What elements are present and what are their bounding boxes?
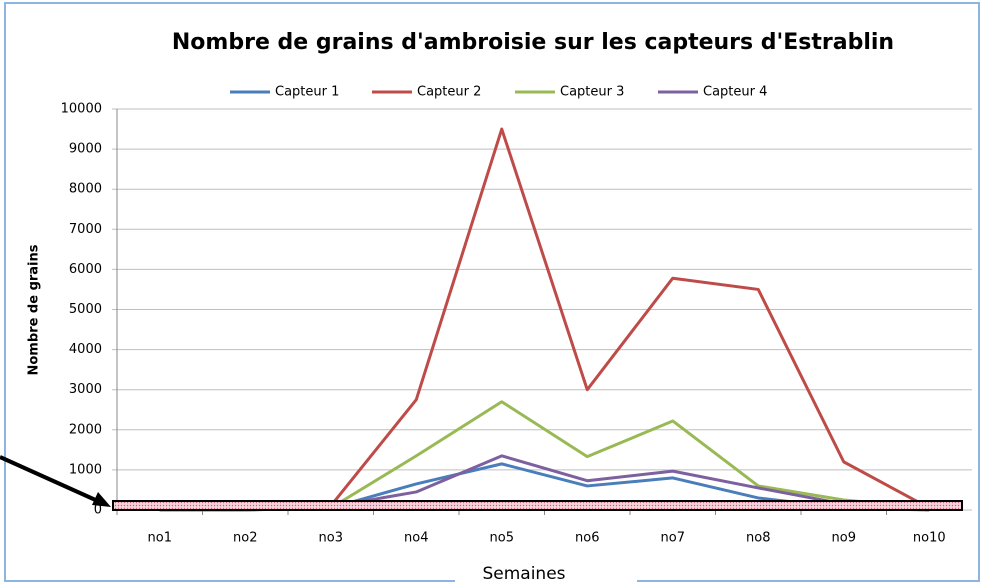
legend-label: Capteur 3	[560, 85, 624, 100]
y-tick-label: 1000	[69, 462, 102, 477]
x-tick-label: no10	[913, 531, 946, 546]
x-tick-label: no5	[490, 531, 514, 546]
y-axis-title: Nombre de grains	[27, 244, 42, 375]
x-axis-title: Semaines	[482, 564, 565, 584]
x-tick-label: no9	[832, 531, 856, 546]
x-tick-label: no6	[575, 531, 599, 546]
y-tick-label: 0	[94, 503, 102, 518]
x-tick-label: no7	[661, 531, 685, 546]
y-tick-label: 9000	[69, 142, 102, 157]
y-tick-label: 6000	[69, 262, 102, 277]
y-tick-label: 10000	[61, 102, 102, 117]
x-tick-label: no8	[746, 531, 770, 546]
y-tick-label: 2000	[69, 422, 102, 437]
x-tick-label: no1	[148, 531, 172, 546]
x-tick-label: no3	[319, 531, 343, 546]
y-tick-label: 3000	[69, 382, 102, 397]
x-tick-label: no2	[233, 531, 257, 546]
chart-frame	[4, 2, 980, 582]
legend-label: Capteur 2	[417, 85, 481, 100]
legend-label: Capteur 4	[703, 85, 767, 100]
y-tick-label: 5000	[69, 302, 102, 317]
y-tick-label: 4000	[69, 342, 102, 357]
y-tick-label: 8000	[69, 182, 102, 197]
grid	[112, 108, 972, 515]
highlight-box	[112, 500, 963, 511]
x-tick-label: no4	[404, 531, 428, 546]
legend-label: Capteur 1	[275, 85, 339, 100]
arrow-head	[92, 492, 111, 507]
arrow-shaft	[0, 455, 101, 504]
y-tick-label: 7000	[69, 222, 102, 237]
x-label-box	[455, 560, 637, 585]
chart-title: Nombre de grains d'ambroisie sur les cap…	[172, 30, 894, 55]
